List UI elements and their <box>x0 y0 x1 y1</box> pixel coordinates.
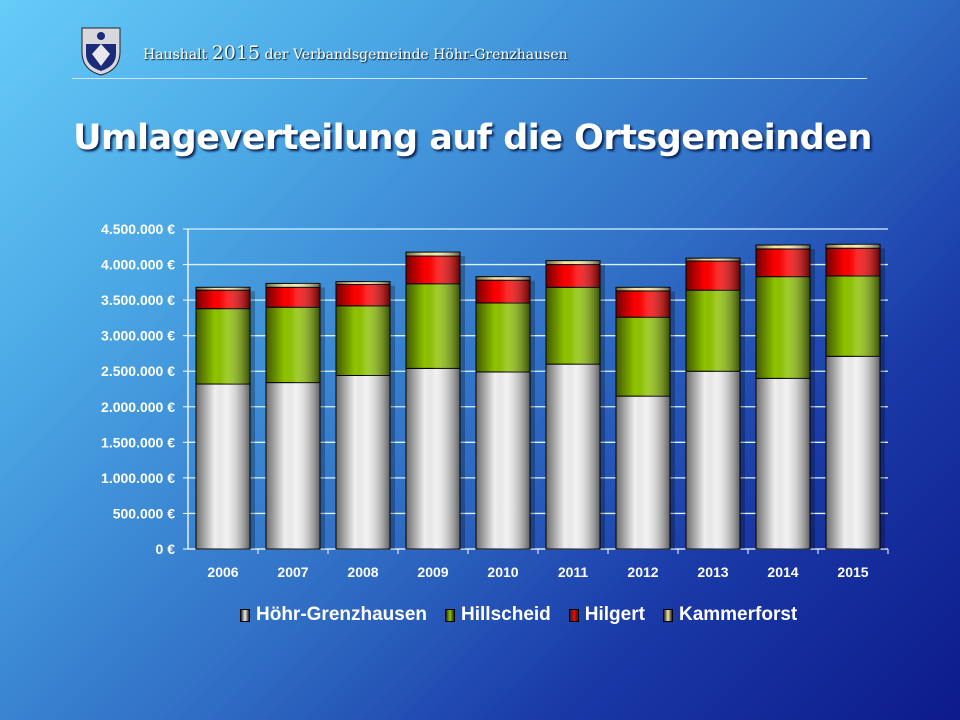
bar-segment-shading <box>756 276 810 379</box>
bar-segment-shading <box>826 244 880 249</box>
bar-segment-shading <box>266 283 320 288</box>
bar-segment-shading <box>336 375 390 549</box>
legend-label: Hillscheid <box>461 604 551 625</box>
legend-label: Kammerforst <box>678 604 798 625</box>
bar-segment-shading <box>686 258 740 261</box>
bar-segment-shading <box>336 281 390 285</box>
x-tick-label: 2013 <box>697 564 728 580</box>
bar-segment-shading <box>266 382 320 549</box>
x-tick-label: 2014 <box>767 564 798 580</box>
y-tick-label: 4.000.000 € <box>101 257 175 273</box>
bar-segment-shading <box>826 275 880 357</box>
bar-segment-shading <box>826 356 880 549</box>
y-tick-label: 2.000.000 € <box>101 399 175 415</box>
y-tick-label: 4.500.000 € <box>101 221 175 237</box>
bar-segment-shading <box>196 290 250 309</box>
bar-segment-shading <box>476 280 530 303</box>
y-tick-label: 1.500.000 € <box>101 434 175 450</box>
bar-segment-shading <box>406 256 460 284</box>
bar-segment-shading <box>406 283 460 369</box>
y-tick-label: 3.000.000 € <box>101 328 175 344</box>
bar-segment-shading <box>616 396 670 549</box>
bar-segment-shading <box>196 308 250 385</box>
bar-segment-shading <box>616 287 670 291</box>
x-tick-label: 2009 <box>417 564 448 580</box>
bar-segment-shading <box>686 371 740 549</box>
legend-item: Hillscheid <box>445 604 551 626</box>
x-tick-label: 2006 <box>207 564 238 580</box>
bar-segment-shading <box>826 248 880 276</box>
y-tick-label: 2.500.000 € <box>101 363 175 379</box>
bar-segment-shading <box>266 287 320 308</box>
x-tick-label: 2011 <box>558 564 589 580</box>
bar-segment-shading <box>756 248 810 277</box>
legend-label: Hilgert <box>584 604 645 625</box>
bar-segment-shading <box>546 364 600 549</box>
legend-label: Höhr-Grenzhausen <box>256 604 428 625</box>
y-tick-label: 500.000 € <box>113 505 175 521</box>
y-tick-label: 0 € <box>156 541 176 557</box>
y-tick-label: 3.500.000 € <box>101 292 175 308</box>
bar-segment-shading <box>686 261 740 291</box>
header-suffix: der Verbandsgemeinde Höhr-Grenzhausen <box>264 47 568 63</box>
bar-segment-shading <box>196 384 250 549</box>
legend-swatch <box>568 608 579 622</box>
x-tick-label: 2007 <box>277 564 308 580</box>
x-tick-label: 2012 <box>627 564 658 580</box>
bar-segment-shading <box>546 264 600 288</box>
legend-item: Hilgert <box>568 604 645 626</box>
coat-of-arms-logo <box>81 27 121 76</box>
bar-segment-shading <box>476 276 530 281</box>
bar-segment-shading <box>196 287 250 291</box>
slide-title: Umlageverteilung auf die Ortsgemeinden <box>73 118 872 158</box>
bar-segment-shading <box>686 290 740 372</box>
bar-segment-shading <box>406 368 460 549</box>
header-year: 2015 <box>211 42 261 64</box>
bar-segment-shading <box>476 371 530 549</box>
y-tick-label: 1.000.000 € <box>101 470 175 486</box>
x-tick-label: 2008 <box>347 564 378 580</box>
bar-segment-shading <box>336 284 390 306</box>
legend-swatch <box>240 608 250 622</box>
bar-segment-shading <box>756 245 810 249</box>
bar-segment-shading <box>406 252 460 257</box>
legend-swatch <box>445 608 456 622</box>
bar-segment-shading <box>546 260 600 265</box>
x-tick-label: 2010 <box>487 564 518 580</box>
header-prefix: Haushalt <box>143 47 208 63</box>
legend-swatch <box>662 608 673 622</box>
bar-segment-shading <box>266 307 320 383</box>
bar-segment-shading <box>756 378 810 549</box>
header-divider <box>72 78 867 79</box>
x-tick-label: 2015 <box>837 564 868 580</box>
legend-item: Kammerforst <box>662 604 798 626</box>
chart-legend: Höhr-Grenzhausen Hillscheid Hilgert Kammerf… <box>240 604 797 626</box>
bar-segment-shading <box>616 290 670 318</box>
bar-segment-shading <box>546 287 600 365</box>
legend-item: Höhr-Grenzhausen <box>240 604 427 626</box>
header-title: Haushalt 2015 der Verbandsgemeinde Höhr-… <box>143 42 568 64</box>
bar-segment-shading <box>616 317 670 397</box>
bar-segment-shading <box>476 302 530 372</box>
bar-segment-shading <box>336 305 390 376</box>
